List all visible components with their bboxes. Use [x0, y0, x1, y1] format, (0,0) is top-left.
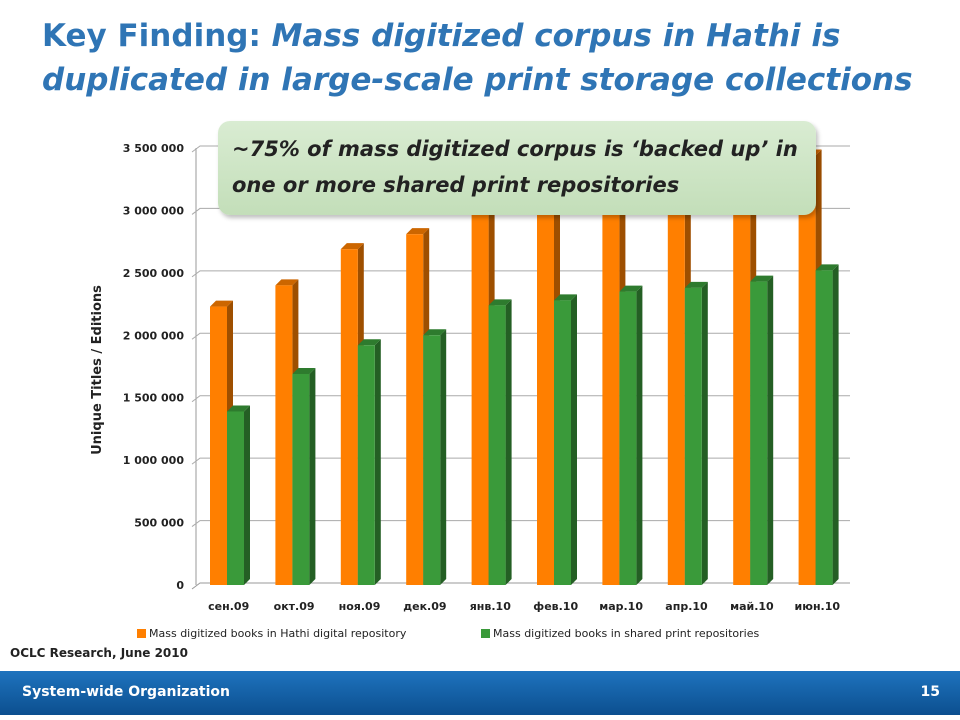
x-tick-label: май.10	[730, 600, 774, 613]
y-tick-label: 3 500 000	[123, 142, 185, 155]
bar-shared-print-10	[815, 264, 839, 585]
bar-shared-print-2	[292, 367, 316, 585]
x-tick-label: апр.10	[665, 600, 708, 613]
bar-chart: 0 500 000 1 000 000 1 500 000 2 000 000 2 500…	[90, 142, 850, 640]
title-emphasis: Mass digitized corpus in Hathi is duplic…	[42, 18, 913, 98]
x-axis-ticks: сен.09 окт.09 ноя.09 дек.09 янв.10 фев.10 мар.…	[208, 600, 840, 613]
legend-label: Mass digitized books in shared print rep…	[493, 627, 759, 640]
source-note: OCLC Research, June 2010	[10, 646, 188, 660]
legend: Mass digitized books in Hathi digital re…	[137, 627, 759, 640]
y-tick-label: 1 000 000	[123, 454, 185, 467]
bar-shared-print-1	[227, 405, 250, 585]
page-number: 15	[920, 684, 940, 700]
x-tick-label: фев.10	[533, 600, 578, 613]
y-tick-label: 3 000 000	[123, 204, 185, 217]
y-tick-label: 0	[176, 579, 184, 592]
bars	[210, 149, 839, 586]
x-tick-label: дек.09	[403, 600, 446, 613]
x-tick-label: июн.10	[795, 600, 841, 613]
title-prefix: Key Finding:	[42, 18, 272, 54]
bar-shared-print-9	[750, 275, 774, 585]
slide-title: Key Finding: Mass digitized corpus in Ha…	[42, 14, 942, 102]
x-tick-label: окт.09	[274, 600, 315, 613]
bar-shared-print-7	[619, 285, 643, 585]
legend-entry: Mass digitized books in shared print rep…	[481, 627, 759, 640]
legend-label: Mass digitized books in Hathi digital re…	[149, 627, 407, 640]
x-tick-label: мар.10	[599, 600, 643, 613]
bar-shared-print-5	[488, 299, 512, 585]
bar-shared-print-4	[423, 329, 447, 585]
gridline	[191, 270, 850, 278]
y-axis-title: Unique Titles / Editions	[90, 285, 105, 455]
bar-shared-print-6	[554, 294, 577, 585]
bar-shared-print-3	[357, 339, 381, 585]
x-tick-label: сен.09	[208, 600, 249, 613]
y-tick-label: 2 000 000	[123, 329, 185, 342]
bottom-strip	[0, 715, 960, 720]
callout-box: ~75% of mass digitized corpus is ‘backed…	[218, 121, 816, 215]
bar-shared-print-8	[684, 281, 708, 585]
x-tick-label: янв.10	[470, 600, 511, 613]
y-tick-label: 1 500 000	[123, 392, 185, 405]
x-tick-label: ноя.09	[339, 600, 381, 613]
y-tick-label: 500 000	[134, 517, 184, 530]
footer-organization: System-wide Organization	[22, 684, 230, 700]
legend-swatch	[137, 629, 146, 638]
y-tick-label: 2 500 000	[123, 267, 185, 280]
y-axis-ticks: 0 500 000 1 000 000 1 500 000 2 000 000 2 500…	[123, 142, 185, 592]
footer-bar: System-wide Organization 15	[0, 671, 960, 715]
legend-entry: Mass digitized books in Hathi digital re…	[137, 627, 407, 640]
legend-swatch	[481, 629, 490, 638]
